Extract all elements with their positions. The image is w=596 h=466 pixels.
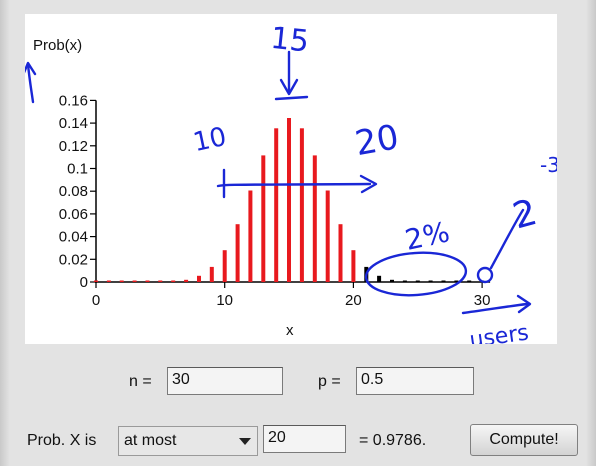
bar-x-3 <box>132 280 137 282</box>
x-tick-label: 0 <box>92 292 100 309</box>
chart-bars <box>94 118 485 282</box>
bar-x-18 <box>325 190 330 282</box>
x-axis-label: x <box>286 322 294 339</box>
bar-x-14 <box>274 128 279 282</box>
y-up-arrowhead-icon <box>25 61 37 76</box>
y-tick-label: 0.12 <box>59 138 88 155</box>
bar-x-8 <box>197 275 201 282</box>
power-pointer-line <box>489 208 525 270</box>
bar-x-23 <box>390 279 394 282</box>
bar-x-29 <box>467 280 472 282</box>
bar-x-11 <box>235 224 240 282</box>
x-tick-label: 10 <box>216 292 233 309</box>
bar-x-25 <box>415 280 420 282</box>
bar-x-5 <box>158 280 163 282</box>
bar-x-13 <box>261 155 266 282</box>
x-tick-label: 20 <box>345 292 362 309</box>
bar-x-17 <box>312 155 317 282</box>
users-annotation: users <box>468 320 530 344</box>
bar-x-28 <box>454 280 459 282</box>
bar-x-4 <box>145 280 150 282</box>
bar-x-10 <box>222 250 227 282</box>
users-arrowhead-icon <box>516 294 532 314</box>
binomial-chart-panel: 0 0.02 0.04 0.06 0.08 0.1 0.12 0.14 0.16 0 10 20 30 … <box>25 14 557 344</box>
bar-x-6 <box>171 280 176 282</box>
bar-x-22 <box>377 275 382 282</box>
chevron-down-icon <box>239 438 251 445</box>
bar-x-24 <box>402 280 407 282</box>
bar-x-15 <box>287 118 291 282</box>
bar-x-20 <box>351 250 356 282</box>
y-tick-label: 0.1 <box>67 161 88 178</box>
handwritten-annotations: 15 10 20 2% 2 -30 users <box>25 21 557 344</box>
n-input[interactable]: 30 <box>167 367 283 395</box>
bar-x-9 <box>209 266 214 282</box>
users-arrow-icon <box>461 302 529 315</box>
binomial-chart: 00.020.040.060.080.10.120.140.160 10 20 30 … <box>25 21 557 344</box>
x-tick-label: 30 <box>474 292 491 309</box>
y-tick-label: 0.04 <box>59 229 88 246</box>
power-annotation-base: 2 <box>509 192 542 238</box>
bar-x-12 <box>248 190 253 282</box>
y-tick-label: 0.06 <box>59 206 88 223</box>
y-tick-label: 0.02 <box>59 251 88 268</box>
result-text: = 0.9786. <box>359 432 427 449</box>
p-label: p = <box>318 373 341 390</box>
range-arrow-icon <box>216 182 372 188</box>
y-tick-label: 0.16 <box>59 92 88 109</box>
bar-x-2 <box>119 280 124 282</box>
compute-button[interactable]: Compute! <box>470 424 578 456</box>
bar-x-16 <box>299 128 304 282</box>
tail-circle <box>364 251 468 297</box>
mode-select[interactable]: at most <box>118 426 258 456</box>
bar-x-1 <box>106 280 111 282</box>
percent-annotation: 2% <box>402 215 452 257</box>
left-annotation: 10 <box>191 122 230 158</box>
peak-underline <box>274 95 309 101</box>
bar-x-27 <box>441 280 446 282</box>
bar-x-7 <box>184 279 189 282</box>
bar-x-0 <box>94 280 98 282</box>
range-arrowhead-icon <box>359 174 378 194</box>
mode-select-value: at most <box>124 432 177 449</box>
right-annotation: 20 <box>352 117 402 164</box>
last-bar-circle <box>476 266 494 284</box>
n-label: n = <box>129 373 152 390</box>
chart-axes: 0 0.02 0.04 0.06 0.08 0.1 0.12 0.14 0.16 0 10 20 30 <box>59 92 491 309</box>
power-annotation-exponent: -30 <box>540 153 557 177</box>
bar-x-26 <box>428 280 433 282</box>
y-tick-label: 0 <box>80 274 88 291</box>
peak-arrowhead-icon <box>279 78 299 96</box>
y-axis-label: Prob(x) <box>33 37 82 54</box>
y-tick-label: 0.14 <box>59 115 88 132</box>
prob-label: Prob. X is <box>27 432 97 449</box>
x-input[interactable]: 20 <box>263 425 346 453</box>
p-input[interactable]: 0.5 <box>356 367 474 395</box>
y-tick-label: 0.08 <box>59 183 88 200</box>
bar-x-19 <box>338 224 343 282</box>
y-up-arrow-icon <box>26 62 35 104</box>
